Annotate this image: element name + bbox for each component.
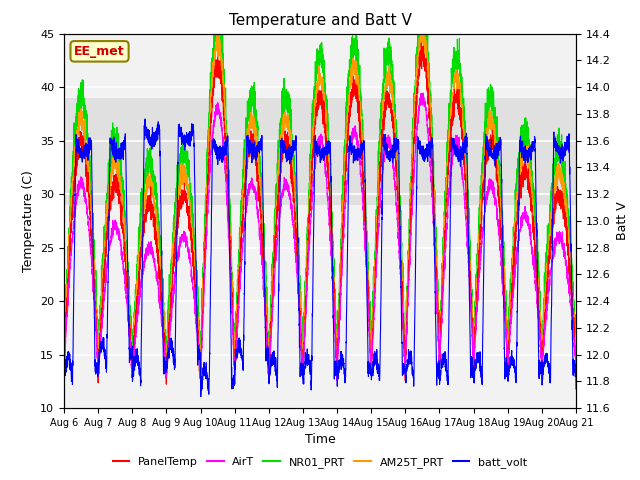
Text: EE_met: EE_met	[74, 45, 125, 58]
Bar	[64, 98, 576, 205]
Y-axis label: Batt V: Batt V	[616, 202, 629, 240]
X-axis label: Time: Time	[305, 433, 335, 446]
Legend: PanelTemp, AirT, NR01_PRT, AM25T_PRT, batt_volt: PanelTemp, AirT, NR01_PRT, AM25T_PRT, ba…	[108, 452, 532, 472]
Y-axis label: Temperature (C): Temperature (C)	[22, 170, 35, 272]
Title: Temperature and Batt V: Temperature and Batt V	[228, 13, 412, 28]
